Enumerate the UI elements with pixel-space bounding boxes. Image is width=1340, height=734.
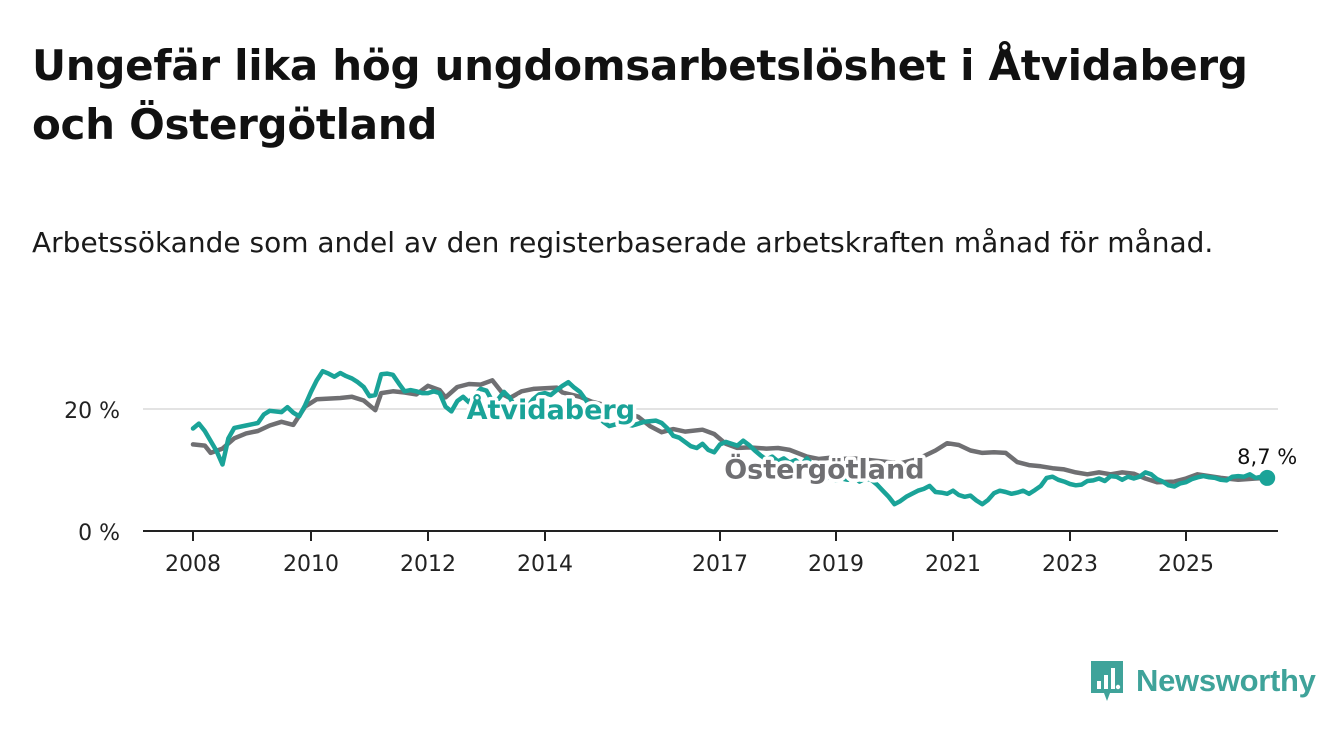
- chart-subtitle: Arbetssökande som andel av den registerb…: [32, 226, 1214, 259]
- series-line--sterg-tland: [190, 378, 1270, 485]
- y-tick-label: 20 %: [64, 399, 120, 424]
- newsworthy-bar-chart-icon: [1091, 661, 1123, 701]
- x-tick-label: 2010: [283, 552, 339, 577]
- end-point-marker: [1259, 469, 1276, 486]
- series-label: Östergötland: [724, 453, 924, 486]
- series-labels: Östergötland Åtvidaberg 8,7 %: [463, 390, 1300, 489]
- x-tick-label: 2014: [517, 552, 573, 577]
- x-tick-label: 2008: [165, 552, 221, 577]
- end-value-label: 8,7 %: [1237, 445, 1297, 469]
- y-tick-label: 0 %: [78, 521, 120, 546]
- x-tick-label: 2012: [400, 552, 456, 577]
- x-tick-label: 2017: [692, 552, 748, 577]
- x-tick-label: 2021: [925, 552, 981, 577]
- series-lines: [190, 368, 1270, 507]
- newsworthy-logo: Newsworthy: [1088, 659, 1316, 703]
- x-tick-label: 2023: [1042, 552, 1098, 577]
- series-label: Åtvidaberg: [467, 394, 636, 426]
- axes: 0 % 20 % 2008 2010 2012 2014 2017 2019 2021 2023 2…: [64, 399, 1278, 577]
- chart-title: Ungefär lika hög ungdomsarbetslöshet i Å…: [32, 41, 1248, 149]
- x-tick-label: 2025: [1158, 552, 1214, 577]
- series-line--tvidaberg: [190, 368, 1270, 507]
- brand-name: Newsworthy: [1136, 663, 1316, 698]
- x-tick-label: 2019: [808, 552, 864, 577]
